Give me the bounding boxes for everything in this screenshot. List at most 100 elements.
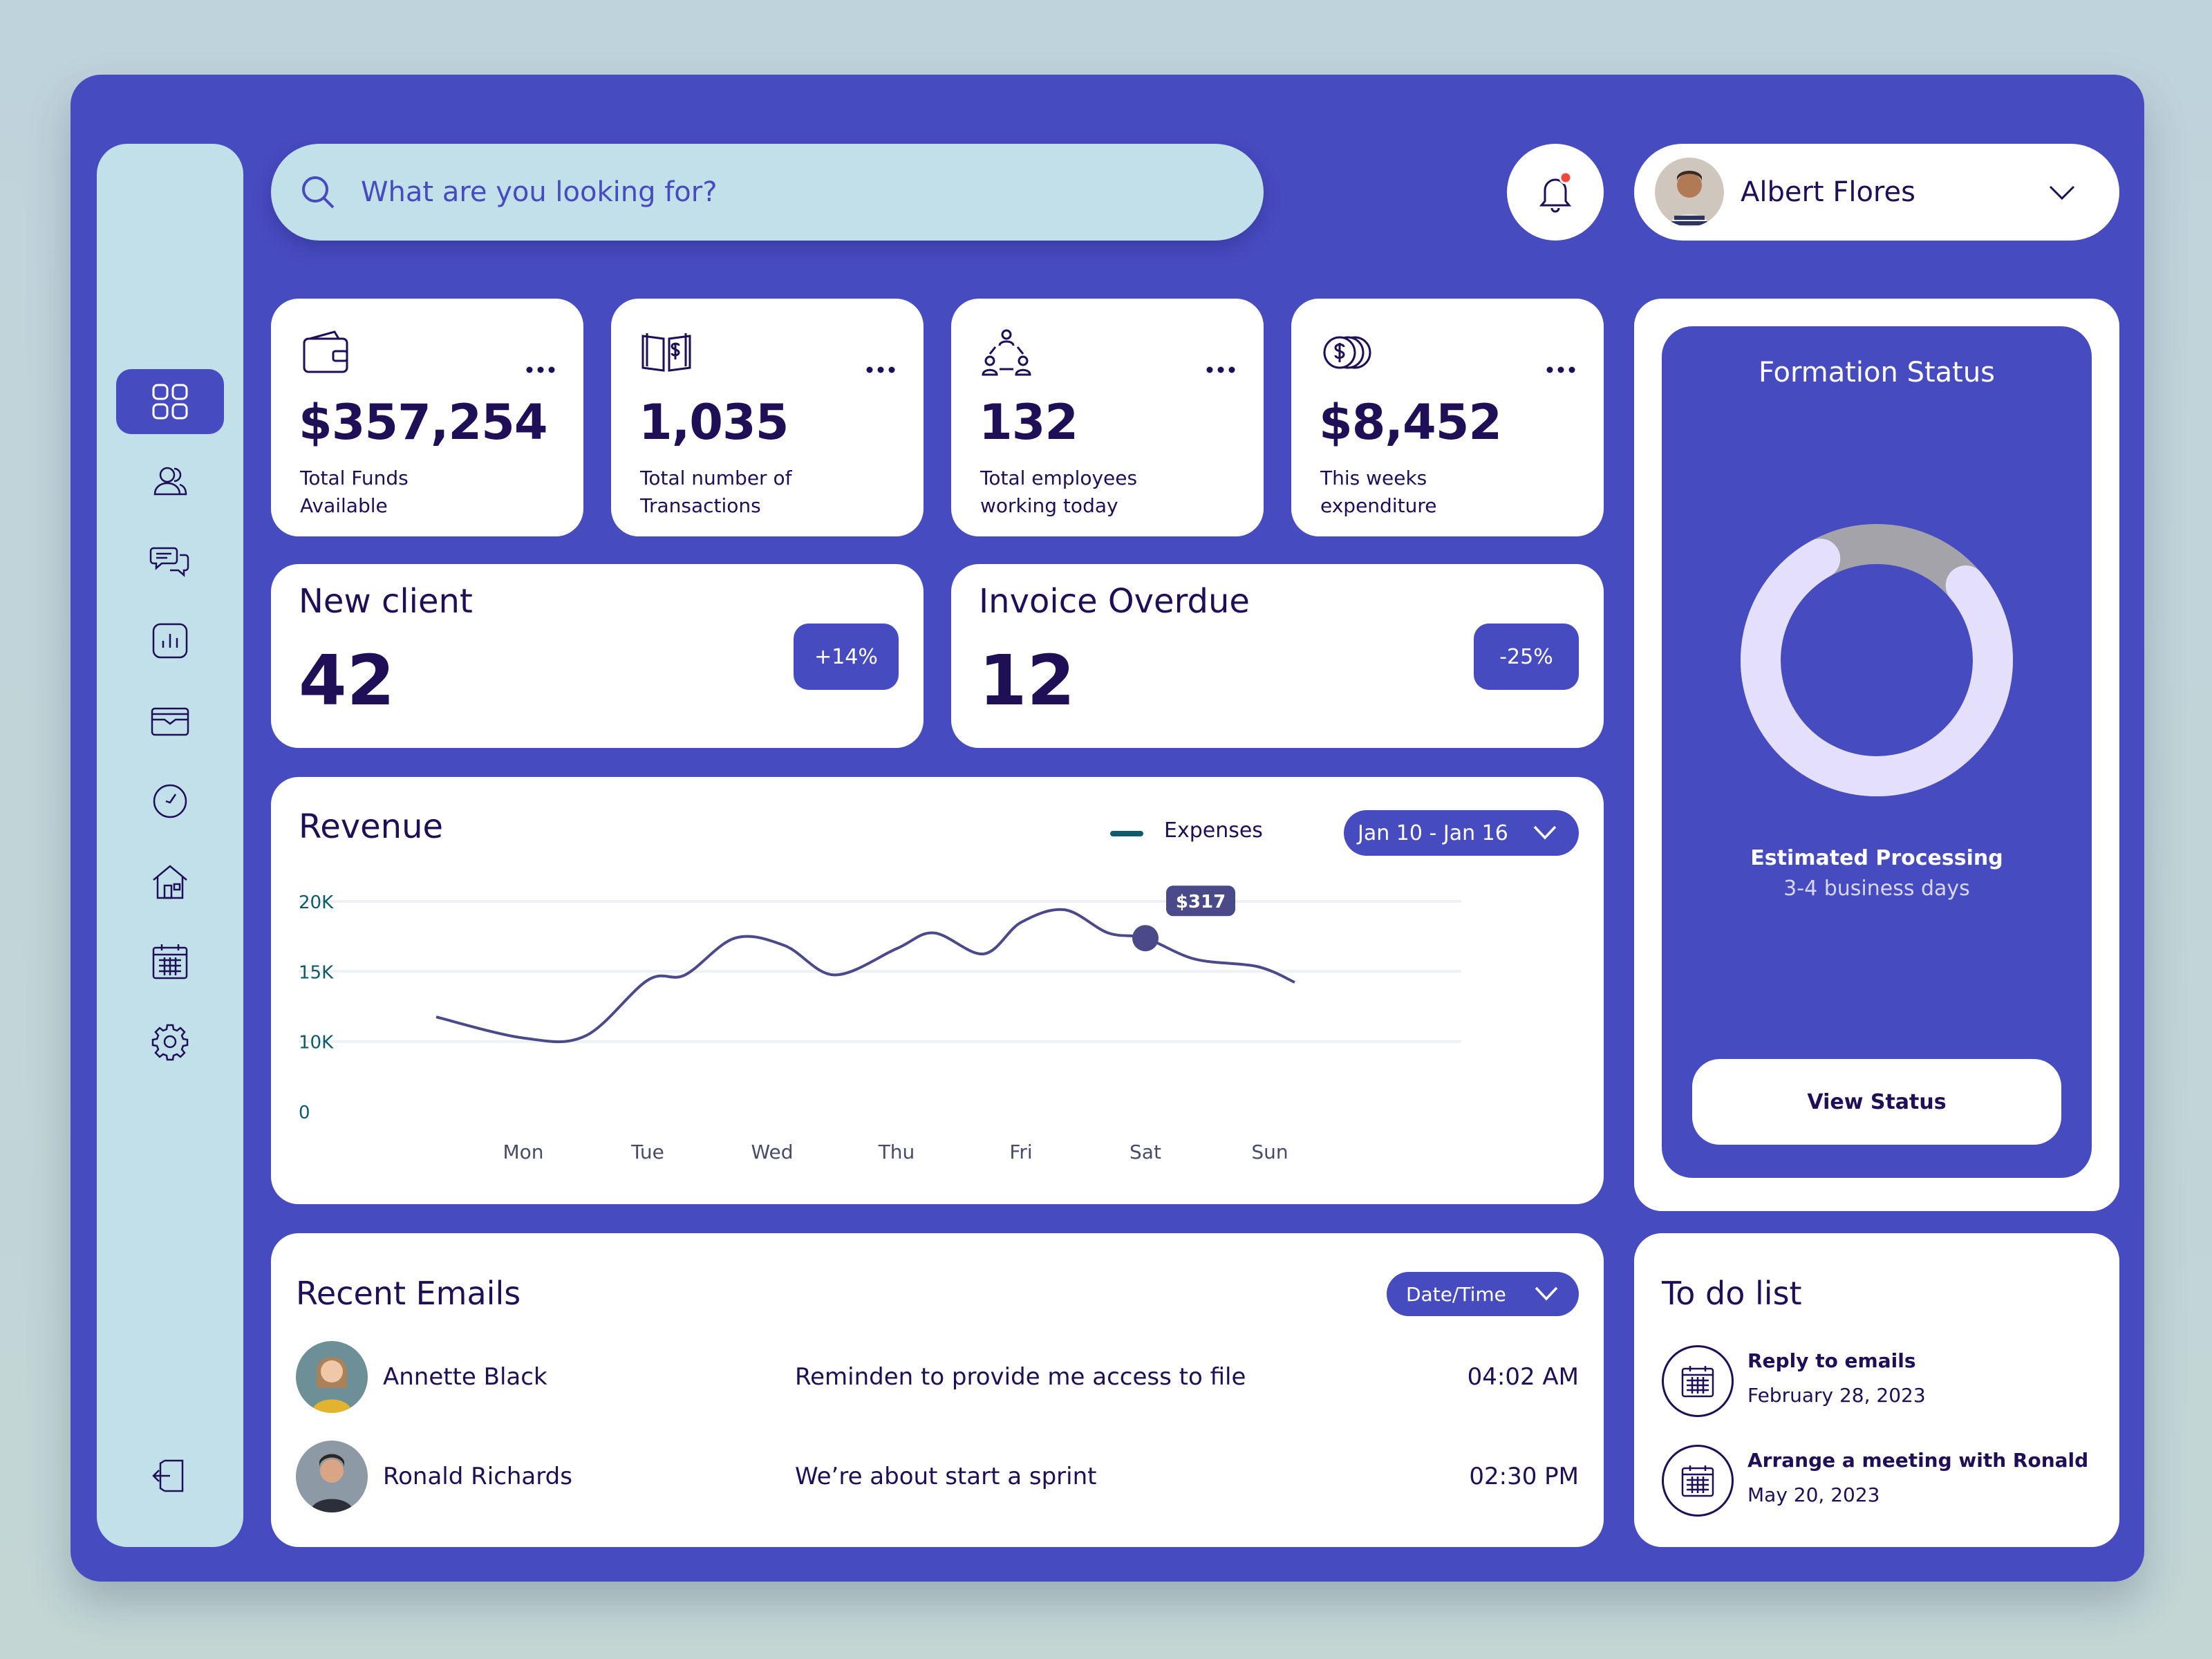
sidebar-item-home[interactable] [116, 849, 224, 914]
x-tick-label: Tue [630, 1141, 664, 1163]
progress-ring [1741, 524, 2013, 796]
estimate-label: Estimated Processing [1750, 846, 2003, 870]
revenue-card: 20K 15K 10K 0 Mon Tue Wed Thu Fri Sat Sun $317 Reve… [271, 777, 1604, 1204]
more-options-icon[interactable] [1206, 365, 1236, 375]
sidebar-item-dashboard[interactable] [116, 369, 224, 434]
sort-dropdown[interactable]: Date/Time [1387, 1272, 1579, 1316]
date-range-label: Jan 10 - Jan 16 [1358, 821, 1508, 845]
y-tick-label: 10K [299, 1033, 334, 1053]
more-options-icon[interactable] [865, 365, 896, 375]
email-time: 04:02 AM [1467, 1363, 1579, 1391]
calendar-badge [1662, 1445, 1734, 1517]
sidebar-item-history[interactable] [116, 769, 224, 834]
metric-value: 12 [979, 640, 1076, 721]
section-title: To do list [1662, 1275, 1802, 1312]
search-bar[interactable] [271, 144, 1264, 241]
tooltip-box [1166, 885, 1235, 917]
todo-item[interactable]: Arrange a meeting with Ronald May 20, 20… [1662, 1445, 2104, 1521]
sidebar-item-messages[interactable] [116, 528, 224, 593]
x-tick-label: Thu [878, 1141, 915, 1163]
todo-card: To do list Reply to emails February 28, … [1634, 1233, 2119, 1547]
calendar-icon [1681, 1366, 1714, 1398]
clock-icon [153, 784, 187, 818]
invoice-overdue-card: Invoice Overdue 12 -25% [951, 564, 1604, 748]
search-input[interactable] [361, 176, 1190, 208]
gear-icon [151, 1024, 189, 1061]
stat-value: $8,452 [1319, 394, 1502, 451]
stat-card-funds: $357,254 Total Funds Available [271, 299, 583, 536]
sidebar-item-users[interactable] [116, 448, 224, 513]
x-tick-label: Sun [1251, 1141, 1288, 1163]
y-tick-label: 0 [299, 1103, 310, 1123]
todo-date: May 20, 2023 [1747, 1483, 1880, 1506]
stat-label: Total Funds Available [300, 467, 409, 517]
todo-task: Reply to emails [1747, 1349, 1916, 1372]
stat-card-employees: 132 Total employees working today [951, 299, 1264, 536]
more-options-icon[interactable] [525, 365, 556, 375]
sidebar [97, 144, 243, 1547]
stat-label: Total number of Transactions [640, 467, 792, 517]
section-title: Recent Emails [296, 1275, 521, 1312]
email-row[interactable]: Ronald Richards We’re about start a spri… [296, 1441, 1579, 1517]
stat-label: This weeks expenditure [1320, 467, 1437, 517]
sender-name: Ronald Richards [383, 1463, 572, 1490]
more-options-icon[interactable] [1546, 365, 1576, 375]
stat-value: 132 [979, 394, 1078, 451]
avatar [296, 1441, 368, 1512]
todo-item[interactable]: Reply to emails February 28, 2023 [1662, 1345, 2104, 1421]
sort-label: Date/Time [1406, 1282, 1506, 1306]
chart-title: Revenue [299, 807, 444, 846]
date-range-dropdown[interactable]: Jan 10 - Jan 16 [1344, 810, 1579, 856]
bar-chart-icon [152, 623, 188, 659]
x-tick-label: Wed [751, 1141, 793, 1163]
profile-menu[interactable]: Albert Flores [1634, 144, 2119, 241]
email-row[interactable]: Annette Black Reminden to provide me acc… [296, 1341, 1579, 1417]
calendar-icon [152, 944, 188, 980]
sidebar-item-settings[interactable] [116, 1009, 224, 1074]
calendar-icon [1681, 1465, 1714, 1497]
email-subject: Reminden to provide me access to file [795, 1363, 1246, 1391]
stat-value: $357,254 [299, 394, 548, 451]
x-tick-label: Mon [503, 1141, 543, 1163]
x-tick-label: Fri [1009, 1141, 1032, 1163]
chat-icon [149, 547, 189, 577]
estimate-value: 3-4 business days [1783, 877, 1970, 901]
stat-value: 1,035 [639, 394, 789, 451]
legend-label: Expenses [1164, 818, 1263, 843]
legend-swatch [1110, 831, 1143, 836]
change-badge: -25% [1474, 624, 1579, 690]
notifications-button[interactable] [1507, 144, 1604, 241]
todo-date: February 28, 2023 [1747, 1384, 1926, 1407]
stat-card-transactions: 1,035 Total number of Transactions [611, 299, 924, 536]
search-icon [302, 176, 335, 209]
formation-status-panel: Formation Status Estimated Processing 3-… [1662, 326, 2092, 1178]
users-icon [153, 467, 187, 496]
sender-name: Annette Black [383, 1363, 547, 1391]
home-icon [153, 865, 187, 899]
stat-label: Total employees working today [980, 467, 1138, 517]
sidebar-item-logout[interactable] [116, 1443, 224, 1508]
email-subject: We’re about start a sprint [795, 1463, 1097, 1490]
view-status-button[interactable]: View Status [1692, 1059, 2061, 1145]
grid-icon [152, 384, 188, 420]
todo-task: Arrange a meeting with Ronald [1747, 1449, 2089, 1472]
team-icon [982, 329, 1031, 376]
sidebar-item-calendar[interactable] [116, 929, 224, 994]
y-tick-label: 20K [299, 892, 334, 913]
chevron-down-icon [2049, 185, 2075, 200]
stat-card-expenditure: $8,452 This weeks expenditure [1291, 299, 1604, 536]
formation-title: Formation Status [1758, 357, 1996, 388]
new-client-card: New client 42 +14% [271, 564, 924, 748]
formation-status-card: Formation Status Estimated Processing 3-… [1634, 299, 2119, 1211]
progress-ring-fill [1741, 524, 2013, 796]
sidebar-item-wallet[interactable] [116, 688, 224, 753]
coins-icon [1323, 336, 1371, 369]
metric-title: Invoice Overdue [979, 582, 1250, 621]
avatar [296, 1341, 368, 1413]
money-book-icon [641, 333, 691, 372]
chevron-down-icon [1533, 825, 1557, 840]
bell-icon [1539, 171, 1573, 213]
sidebar-item-analytics[interactable] [116, 608, 224, 673]
wallet-icon [303, 330, 348, 373]
logout-icon [152, 1459, 184, 1492]
